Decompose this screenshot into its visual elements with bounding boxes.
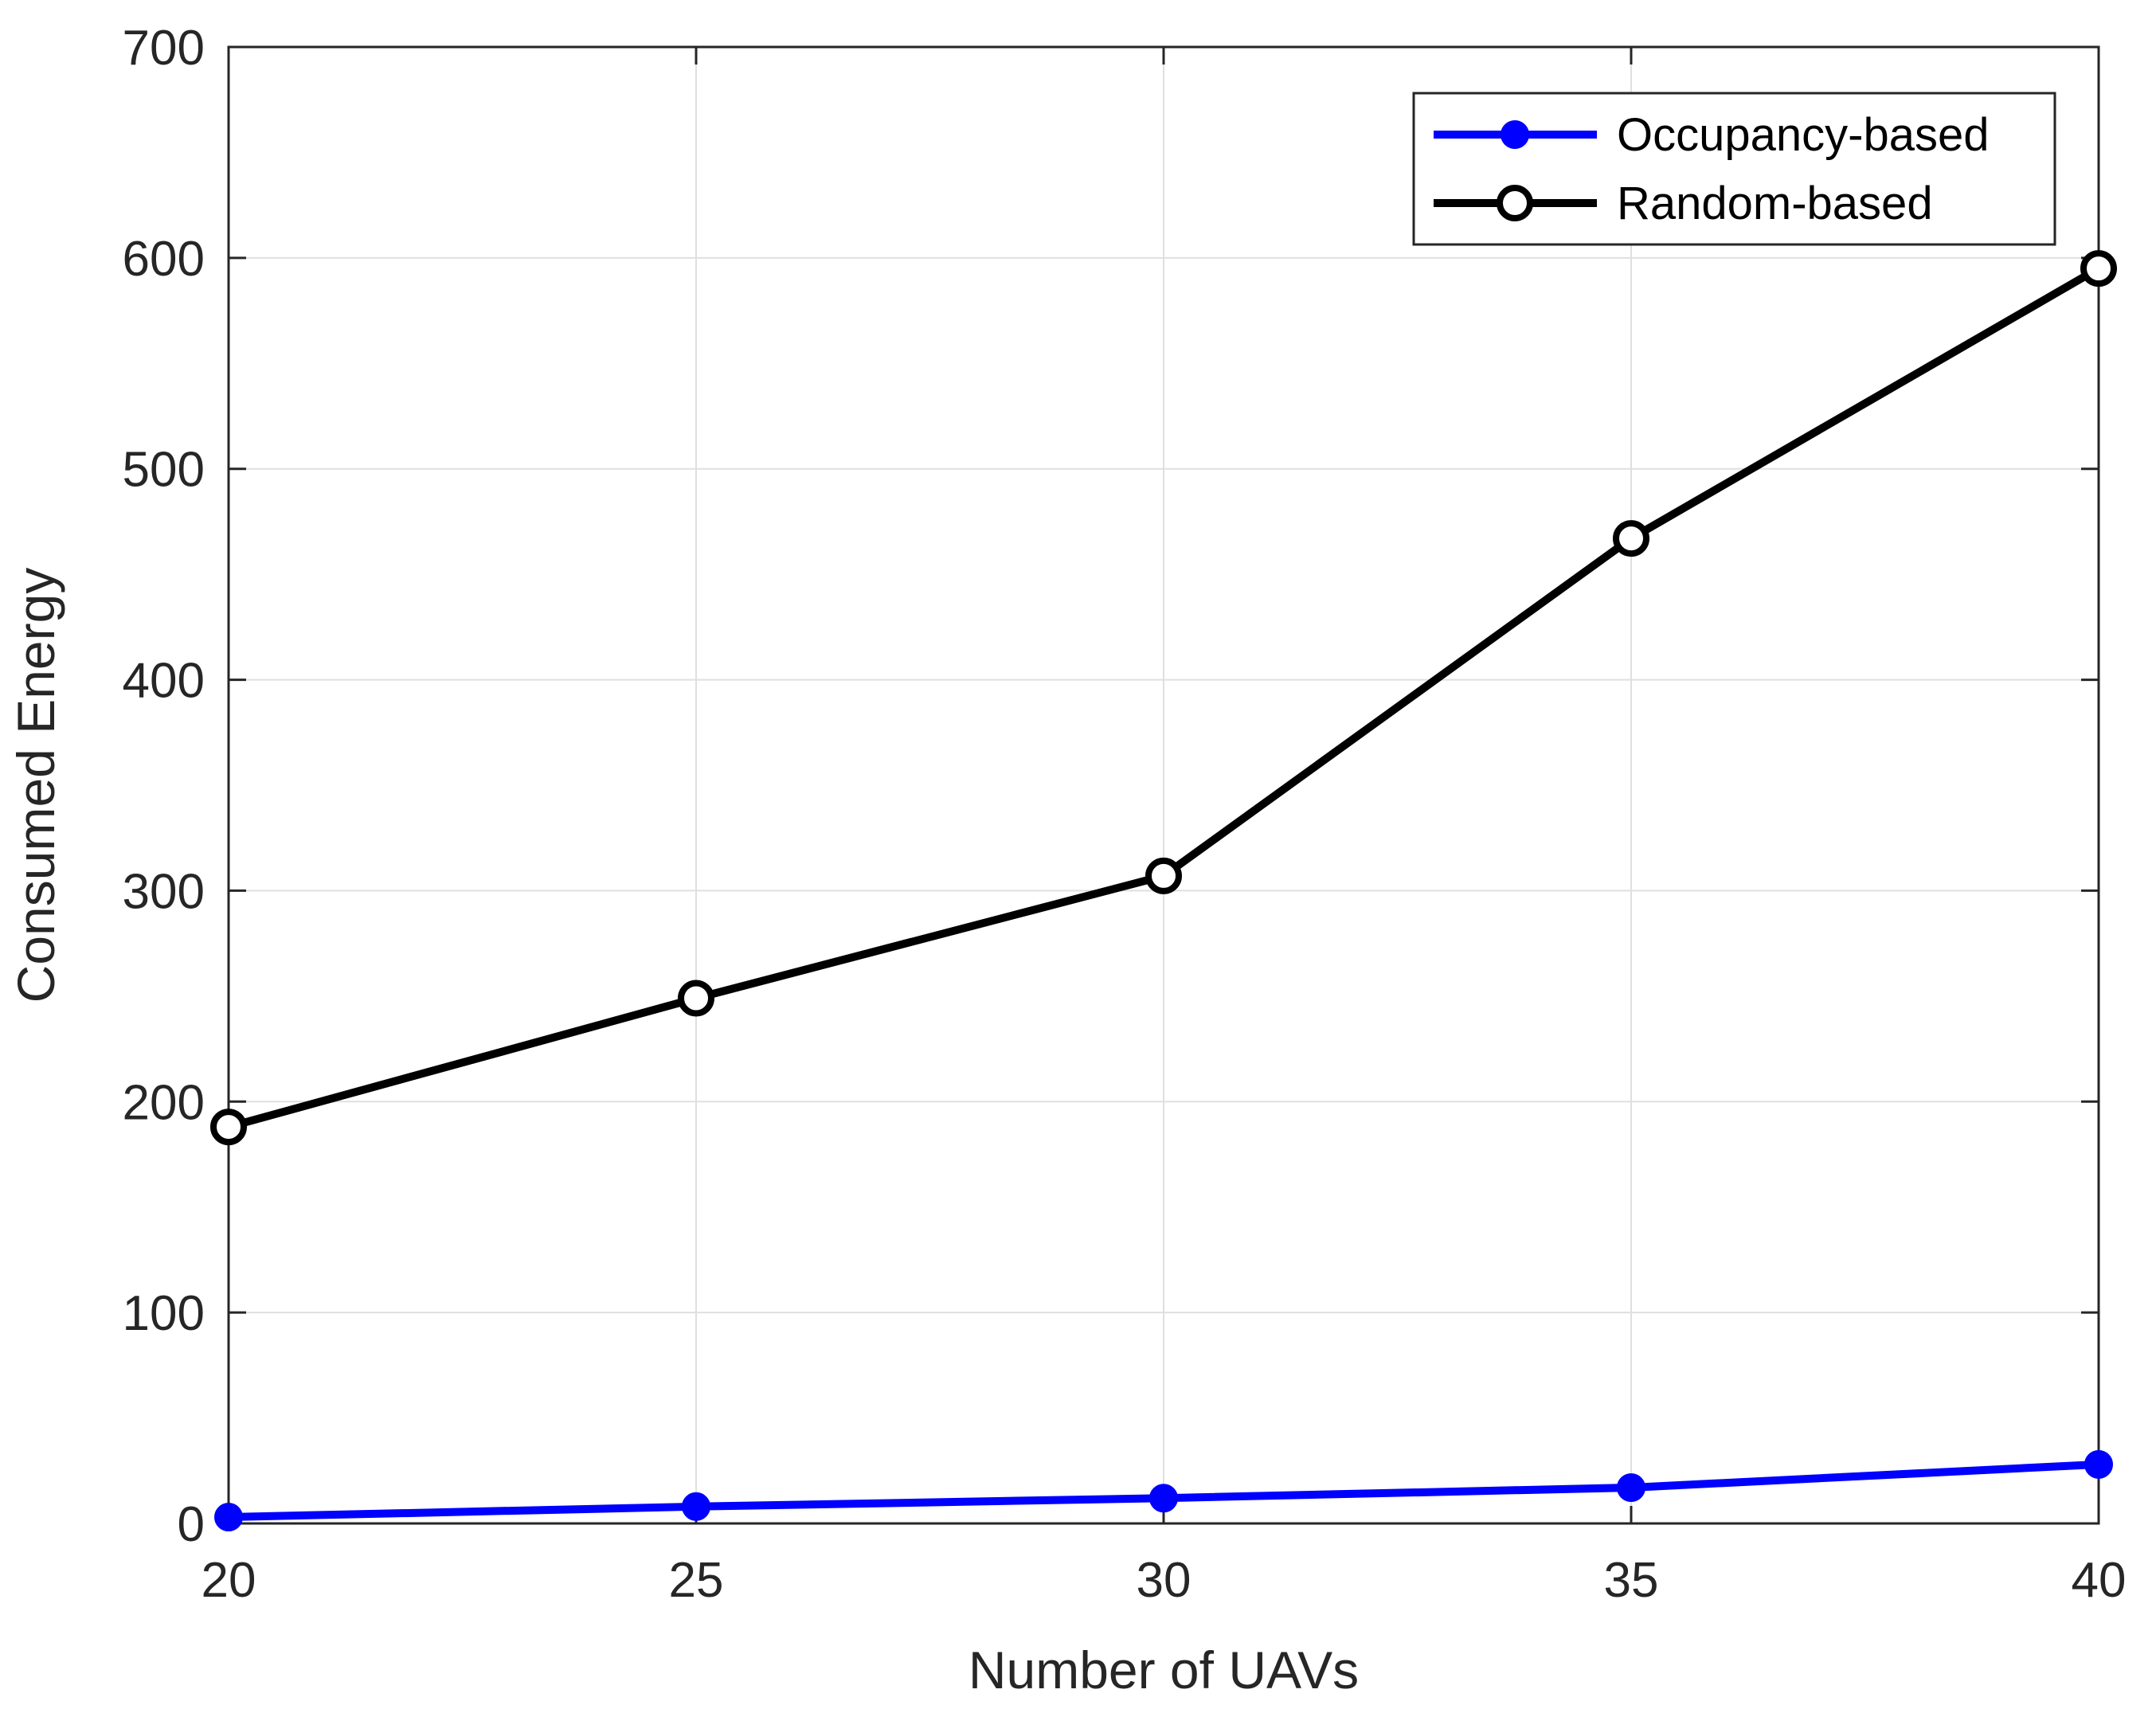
- y-tick-label: 100: [123, 1286, 205, 1341]
- data-series: [210, 250, 2117, 1532]
- y-tick-label: 300: [123, 864, 205, 919]
- y-tick-label: 0: [178, 1497, 205, 1552]
- y-tick-label: 200: [123, 1075, 205, 1130]
- legend-marker-random: [1497, 185, 1533, 221]
- data-point: [1149, 1484, 1178, 1513]
- x-tick-label: 25: [669, 1553, 724, 1608]
- y-tick-label: 600: [123, 232, 205, 287]
- data-point: [2080, 250, 2117, 287]
- data-point: [1145, 857, 1182, 894]
- data-point: [1617, 1472, 1645, 1502]
- data-point: [682, 1492, 710, 1521]
- y-tick-label: 500: [123, 443, 205, 498]
- x-tick-label: 20: [202, 1553, 256, 1608]
- data-point: [1613, 520, 1649, 557]
- y-tick-label: 400: [123, 654, 205, 709]
- y-axis-title: Consumed Energy: [6, 568, 65, 1003]
- data-point: [678, 980, 714, 1017]
- legend: Occupancy-based Random-based: [1412, 92, 2056, 246]
- legend-label-occupancy: Occupancy-based: [1617, 109, 1989, 161]
- legend-marker-occupancy: [1501, 120, 1529, 149]
- y-tick-label: 700: [123, 21, 205, 76]
- x-tick-label: 35: [1604, 1553, 1659, 1608]
- x-tick-label: 40: [2072, 1553, 2127, 1608]
- x-tick-label: 30: [1137, 1553, 1191, 1608]
- data-point: [214, 1503, 243, 1532]
- data-point: [2084, 1449, 2113, 1479]
- data-point: [210, 1109, 247, 1146]
- legend-label-random: Random-based: [1617, 178, 1933, 229]
- x-axis-title: Number of UAVs: [968, 1641, 1359, 1699]
